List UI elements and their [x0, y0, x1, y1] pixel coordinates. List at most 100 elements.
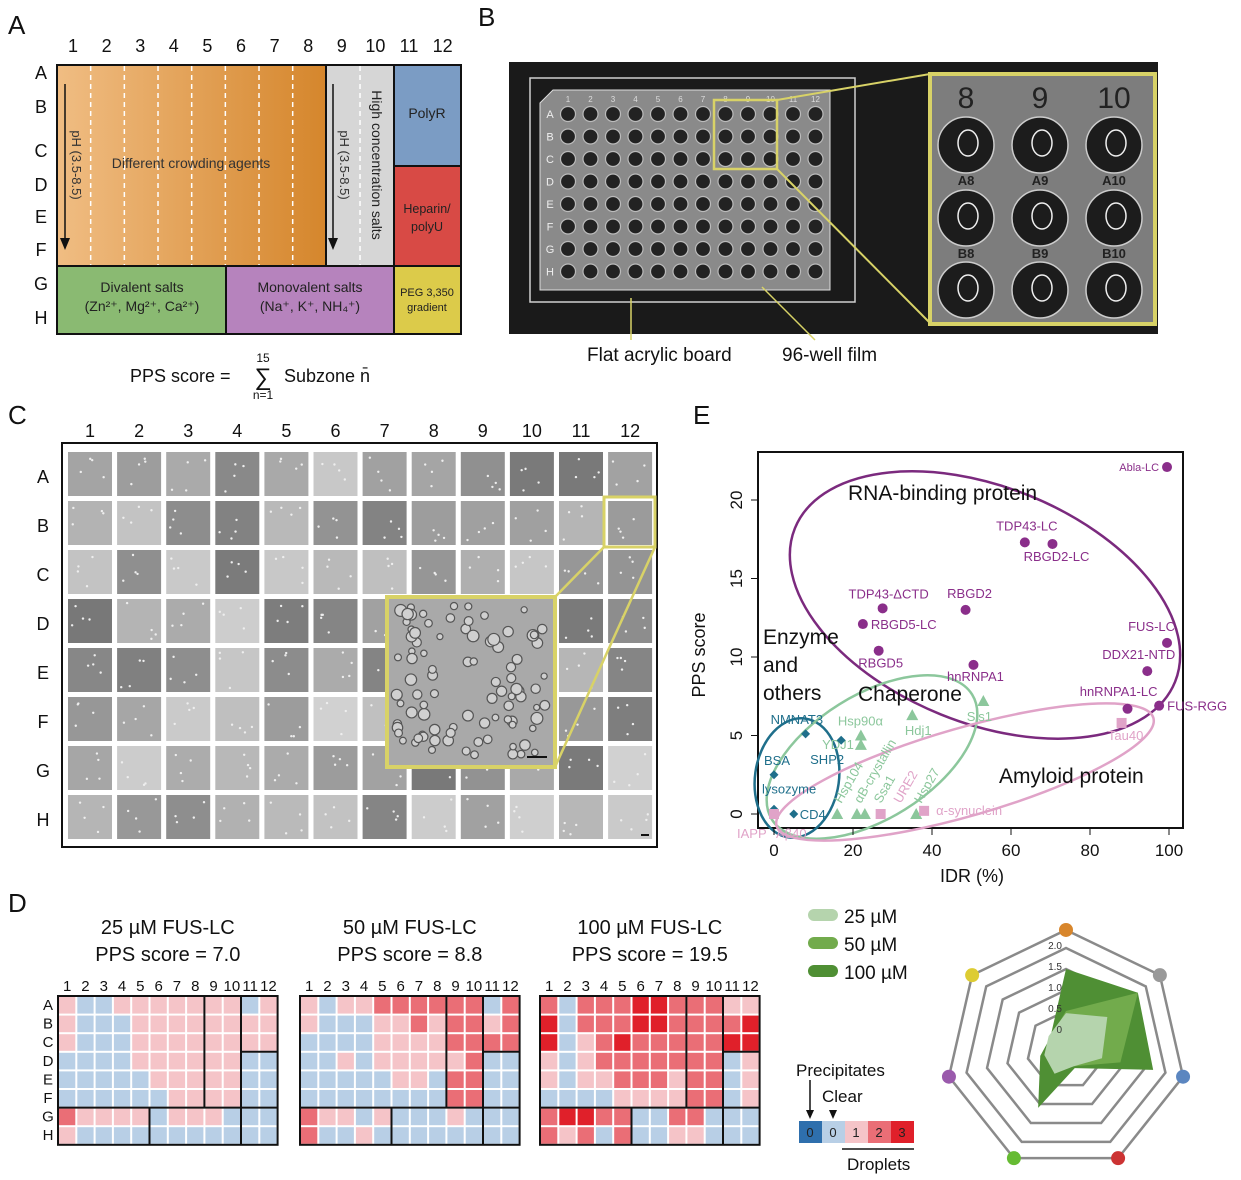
- heatmap-cell: [59, 997, 76, 1014]
- droplet: [1105, 202, 1127, 230]
- droplet: [77, 565, 80, 568]
- well: [559, 173, 577, 190]
- well: [649, 263, 667, 280]
- formula-rhs: Subzone n̄: [284, 366, 370, 386]
- heatmap-title: 100 µM FUS-LC: [577, 917, 722, 939]
- heatmap-cell: [392, 1090, 409, 1107]
- well: [784, 150, 802, 168]
- droplet: [81, 617, 85, 620]
- heatmap-cell: [150, 1015, 167, 1033]
- radar-axis-marker: [1111, 1151, 1126, 1166]
- droplet: [344, 709, 347, 713]
- droplet: [430, 484, 433, 488]
- column-label: 9: [451, 978, 459, 995]
- heatmap-cell: [205, 1071, 222, 1088]
- point-label: IAPP: [737, 826, 767, 841]
- droplet: [126, 775, 129, 779]
- column-label: 12: [742, 978, 759, 995]
- well: [649, 195, 667, 213]
- heatmap-cell: [242, 1015, 259, 1033]
- heatmap-cell: [502, 1108, 519, 1126]
- heatmap-cell: [355, 997, 373, 1014]
- y-axis-label: PPS score: [689, 612, 709, 697]
- droplet: [192, 816, 196, 819]
- droplet: [325, 701, 329, 705]
- droplet: [383, 536, 386, 539]
- heatmap-cell: [187, 1108, 204, 1126]
- micrograph-tile: [166, 599, 211, 643]
- heatmap-cell: [650, 1108, 668, 1126]
- group-ellipse: [765, 674, 979, 840]
- row-label: E: [546, 199, 553, 211]
- droplet: [1105, 129, 1127, 157]
- well: [807, 240, 824, 258]
- row-label: A: [43, 997, 53, 1014]
- droplet: [150, 509, 153, 512]
- micrograph-tile: [117, 746, 162, 790]
- heatmap-cell: [242, 997, 259, 1014]
- heatmap-cell: [595, 997, 613, 1014]
- droplet: [580, 515, 584, 518]
- droplet: [563, 821, 566, 825]
- row-label: E: [35, 207, 47, 227]
- droplet: [491, 485, 494, 489]
- droplet: [324, 813, 327, 816]
- heatmap-cell: [355, 1108, 373, 1126]
- heatmap-cell: [429, 1015, 446, 1033]
- well: [717, 263, 734, 280]
- droplet: [404, 673, 418, 686]
- micrograph-tile: [313, 795, 358, 839]
- micrograph-tile: [313, 599, 358, 643]
- droplet: [503, 700, 515, 712]
- droplet: [85, 584, 89, 588]
- data-point-tau40: [1116, 717, 1127, 728]
- droplet: [463, 616, 474, 627]
- droplet: [432, 529, 435, 532]
- droplet: [495, 685, 508, 697]
- x-tick-label: 0: [769, 841, 778, 860]
- droplet: [144, 782, 147, 785]
- droplet: [516, 749, 526, 759]
- heatmap-cell: [392, 997, 409, 1014]
- droplet: [427, 664, 437, 674]
- heatmap-cell: [447, 1015, 464, 1033]
- heatmap-cell: [59, 1090, 76, 1107]
- well: [559, 218, 577, 235]
- droplet: [218, 610, 221, 614]
- droplet: [483, 527, 486, 530]
- heatmap-cell: [95, 1108, 112, 1126]
- heatmap-cell: [410, 997, 428, 1014]
- droplet: [486, 692, 498, 704]
- heatmap-cell: [113, 1090, 131, 1107]
- well: [649, 240, 667, 258]
- droplet: [564, 636, 568, 639]
- droplet: [239, 606, 242, 610]
- well: [582, 240, 599, 258]
- heatmap-cell: [687, 1071, 704, 1088]
- micrograph-tile: [559, 648, 603, 692]
- well: [762, 218, 779, 235]
- droplet: [533, 703, 541, 712]
- point-label: Abla-LC: [1119, 462, 1159, 474]
- heatmap-cell: [59, 1071, 76, 1088]
- droplet: [269, 510, 273, 513]
- heatmap-cell: [614, 997, 631, 1014]
- well: [604, 218, 622, 235]
- heatmap-cell: [187, 997, 204, 1014]
- row-label: D: [35, 175, 48, 195]
- inset-well: [1085, 189, 1143, 247]
- heatmap-cell: [742, 997, 759, 1014]
- droplet: [246, 763, 250, 767]
- droplet: [484, 825, 487, 828]
- heatmap-cell: [742, 1034, 759, 1051]
- well: [694, 263, 712, 280]
- heatmap-cell: [724, 1127, 741, 1144]
- row-label: B: [37, 516, 49, 536]
- droplet: [71, 523, 74, 526]
- point-label: NMNAT3: [771, 712, 823, 727]
- droplet: [202, 801, 206, 804]
- droplet: [279, 604, 283, 608]
- heatmap-cell: [113, 1127, 131, 1144]
- droplet: [417, 707, 431, 721]
